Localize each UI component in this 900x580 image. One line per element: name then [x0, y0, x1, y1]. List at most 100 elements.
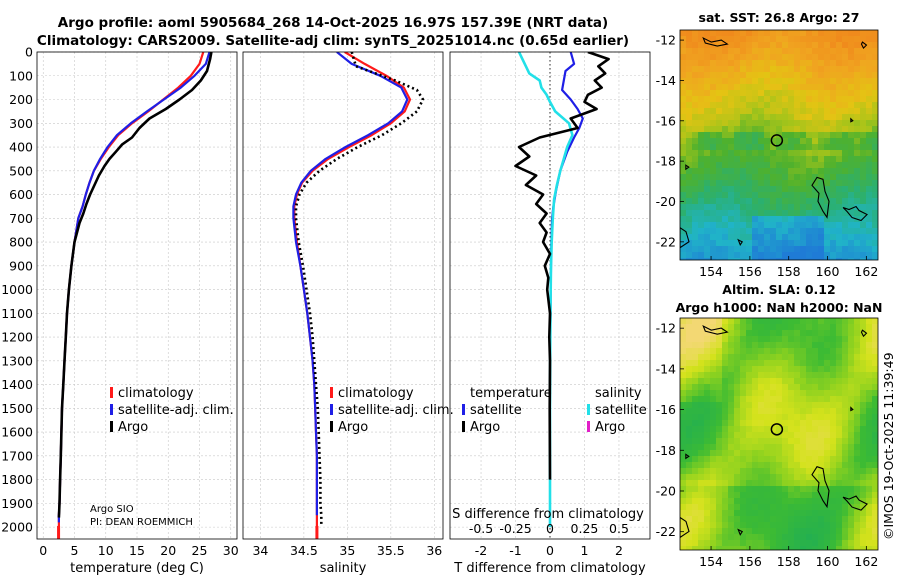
- x-tick-label: 20: [160, 543, 176, 558]
- map-cell: [818, 192, 825, 199]
- map-cell: [734, 150, 741, 157]
- map-cell: [854, 168, 861, 175]
- map-cell: [746, 414, 753, 421]
- map-cell: [734, 120, 741, 127]
- map-cell: [794, 78, 801, 85]
- map-cell: [830, 510, 837, 517]
- map-cell: [716, 438, 723, 445]
- map-cell: [740, 186, 747, 193]
- map-cell: [830, 210, 837, 217]
- map-cell: [704, 474, 711, 481]
- map-cell: [848, 438, 855, 445]
- map-cell: [800, 372, 807, 379]
- map-cell: [848, 246, 855, 253]
- legend-swatch-sal-argo: [587, 421, 590, 432]
- map-cell: [794, 330, 801, 337]
- map-cell: [800, 84, 807, 91]
- map-cell: [836, 396, 843, 403]
- map-cell: [686, 60, 693, 67]
- map-cell: [764, 108, 771, 115]
- map-cell: [830, 354, 837, 361]
- map-cell: [758, 366, 765, 373]
- map-cell: [758, 210, 765, 217]
- map-cell: [848, 198, 855, 205]
- map-cell: [740, 438, 747, 445]
- map-cell: [686, 72, 693, 79]
- map-cell: [788, 438, 795, 445]
- map-cell: [806, 78, 813, 85]
- map-cell: [698, 366, 705, 373]
- map-cell: [746, 420, 753, 427]
- map-cell: [800, 492, 807, 499]
- map-cell: [710, 534, 717, 541]
- map-cell: [872, 522, 878, 529]
- map-cell: [740, 78, 747, 85]
- map-cell: [764, 432, 771, 439]
- map-cell: [872, 96, 878, 103]
- map-cell: [782, 222, 789, 229]
- map-cell: [758, 90, 765, 97]
- map-cell: [788, 66, 795, 73]
- difference-legend: temperature salinity satellite Argo sate…: [462, 386, 647, 435]
- map-cell: [770, 60, 777, 67]
- map-cell: [758, 78, 765, 85]
- map-cell: [872, 504, 878, 511]
- map-cell: [776, 504, 783, 511]
- map-cell: [854, 420, 861, 427]
- map-cell: [770, 324, 777, 331]
- map-cell: [686, 450, 693, 457]
- map-cell: [794, 54, 801, 61]
- map-cell: [866, 456, 873, 463]
- map-cell: [776, 360, 783, 367]
- map-cell: [722, 156, 729, 163]
- map-cell: [752, 114, 759, 121]
- map-cell: [740, 258, 747, 260]
- map-cell: [848, 186, 855, 193]
- map-cell: [782, 108, 789, 115]
- map-cell: [746, 120, 753, 127]
- map-cell: [704, 30, 711, 37]
- map-cell: [830, 480, 837, 487]
- map-cell: [680, 84, 687, 91]
- map-cell: [746, 342, 753, 349]
- map-cell: [686, 366, 693, 373]
- map-cell: [860, 258, 867, 260]
- map-cell: [800, 150, 807, 157]
- map-cell: [800, 96, 807, 103]
- map-cell: [752, 432, 759, 439]
- map-cell: [848, 114, 855, 121]
- map-cell: [872, 54, 878, 61]
- map-cell: [710, 204, 717, 211]
- map-cell: [806, 450, 813, 457]
- map-cell: [860, 414, 867, 421]
- map-cell: [734, 330, 741, 337]
- map-cell: [812, 132, 819, 139]
- map-cell: [752, 132, 759, 139]
- map-cell: [848, 510, 855, 517]
- map-cell: [728, 444, 735, 451]
- map-cell: [734, 132, 741, 139]
- map-cell: [734, 522, 741, 529]
- map-cell: [866, 174, 873, 181]
- map-cell: [692, 342, 699, 349]
- map-cell: [794, 114, 801, 121]
- map-cell: [866, 138, 873, 145]
- coastline-outlines: [680, 325, 868, 539]
- map-cell: [692, 168, 699, 175]
- map-cell: [698, 444, 705, 451]
- map-cell: [848, 462, 855, 469]
- map-cell: [830, 438, 837, 445]
- map-cell: [812, 486, 819, 493]
- map-cell: [704, 234, 711, 241]
- map-cell: [764, 378, 771, 385]
- map-cell: [758, 96, 765, 103]
- map-cell: [836, 60, 843, 67]
- map-cell: [728, 186, 735, 193]
- map-cell: [824, 180, 831, 187]
- map-cell: [710, 510, 717, 517]
- map-cell: [854, 474, 861, 481]
- map-cell: [680, 480, 687, 487]
- map-cell: [812, 180, 819, 187]
- map-cell: [872, 66, 878, 73]
- map-cell: [734, 540, 741, 547]
